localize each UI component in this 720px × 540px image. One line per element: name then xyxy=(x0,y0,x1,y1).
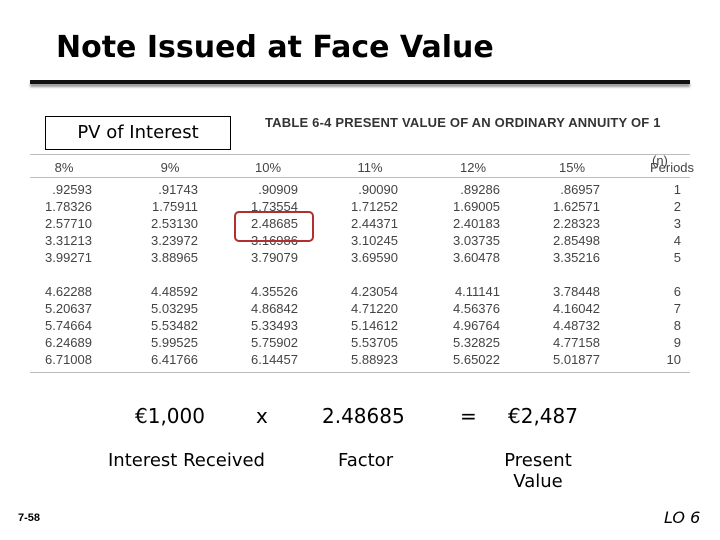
table-cell: 5.99525 xyxy=(151,335,198,350)
operator: = xyxy=(460,404,477,428)
table-cell: 2.40183 xyxy=(453,216,500,231)
table-cell: 3.99271 xyxy=(45,250,92,265)
title-rule xyxy=(30,80,690,84)
table-cell: .90909 xyxy=(258,182,298,197)
table-cell: 5.65022 xyxy=(453,352,500,367)
table-cell: 5.33493 xyxy=(251,318,298,333)
table-cell: 1.69005 xyxy=(453,199,500,214)
table-cell: 2.28323 xyxy=(553,216,600,231)
table-cell: 1.75911 xyxy=(151,199,198,214)
column-header: 10% xyxy=(254,160,282,175)
table-cell: 6 xyxy=(673,284,681,299)
table-cell: 4.48732 xyxy=(553,318,600,333)
table-cell: 3.78448 xyxy=(553,284,600,299)
table-cell: .86957 xyxy=(560,182,600,197)
table-cell: .91743 xyxy=(158,182,198,197)
slide-title: Note Issued at Face Value xyxy=(56,30,494,65)
table-cell: 2.53130 xyxy=(151,216,198,231)
table-cell: 5 xyxy=(673,250,681,265)
table-cell: 9 xyxy=(673,335,681,350)
table-cell: 4.62288 xyxy=(45,284,92,299)
table-cell: 4.56376 xyxy=(453,301,500,316)
table-cell: 4.96764 xyxy=(453,318,500,333)
table-cell: 6.41766 xyxy=(151,352,198,367)
slide-number: 7-58 xyxy=(18,512,41,524)
column-header: 12% xyxy=(459,160,487,175)
table-cell: 6.14457 xyxy=(251,352,298,367)
table-cell: 2 xyxy=(673,199,681,214)
table-cell: 1 xyxy=(673,182,681,197)
table-cell: 5.32825 xyxy=(453,335,500,350)
table-cell: 3.88965 xyxy=(151,250,198,265)
table-cell: 4.23054 xyxy=(351,284,398,299)
table-cell: 2.44371 xyxy=(351,216,398,231)
table-cell: 5.01877 xyxy=(553,352,600,367)
factor: 2.48685 xyxy=(322,404,405,428)
table-cell: 4.86842 xyxy=(251,301,298,316)
table-cell: .92593 xyxy=(52,182,92,197)
table-cell: 3.60478 xyxy=(453,250,500,265)
table-cell: 5.14612 xyxy=(351,318,398,333)
table-cell: 5.20637 xyxy=(45,301,92,316)
operator: x xyxy=(256,404,268,428)
table-cell: 5.75902 xyxy=(251,335,298,350)
table-rule xyxy=(30,372,690,373)
table-cell: 10 xyxy=(666,352,681,367)
table-cell: 3 xyxy=(673,216,681,231)
table-cell: 5.53705 xyxy=(351,335,398,350)
table-cell: .90090 xyxy=(358,182,398,197)
table-cell: 3.35216 xyxy=(553,250,600,265)
table-cell: 2.48685 xyxy=(251,216,298,231)
table-cell: 1.71252 xyxy=(351,199,398,214)
table-cell: 5.03295 xyxy=(151,301,198,316)
table-cell: 4.16042 xyxy=(553,301,600,316)
amount: €1,000 xyxy=(135,404,205,428)
table-cell: 7 xyxy=(673,301,681,316)
table-cell: 6.71008 xyxy=(45,352,92,367)
table-cell: 3.79079 xyxy=(251,250,298,265)
highlight-box xyxy=(234,211,314,242)
table-caption: TABLE 6-4 PRESENT VALUE OF AN ORDINARY A… xyxy=(265,115,661,130)
column-header: Periods xyxy=(649,160,695,175)
column-header: 9% xyxy=(160,160,180,175)
column-header: 15% xyxy=(558,160,586,175)
periods-symbol: (n) xyxy=(652,153,668,168)
table-cell: 6.24689 xyxy=(45,335,92,350)
column-header: 11% xyxy=(357,160,383,175)
callout-box: PV of Interest xyxy=(45,116,231,150)
learning-objective: LO 6 xyxy=(664,508,701,527)
table-cell: 5.88923 xyxy=(351,352,398,367)
table-cell: 2.85498 xyxy=(553,233,600,248)
table-cell: 3.31213 xyxy=(45,233,92,248)
table-cell: 8 xyxy=(673,318,681,333)
table-cell: 4.77158 xyxy=(553,335,600,350)
result-label: Present Value xyxy=(504,450,572,492)
factor-label: Factor xyxy=(338,450,394,471)
table-cell: 2.57710 xyxy=(45,216,92,231)
result: €2,487 xyxy=(508,404,578,428)
table-cell: 4.11141 xyxy=(454,284,500,299)
table-cell: 5.53482 xyxy=(151,318,198,333)
table-cell: 4 xyxy=(673,233,681,248)
table-rule xyxy=(30,154,690,155)
table-cell: 3.23972 xyxy=(151,233,198,248)
table-cell: 3.10245 xyxy=(351,233,398,248)
table-cell: 5.74664 xyxy=(45,318,92,333)
table-cell: 3.03735 xyxy=(453,233,500,248)
table-rule xyxy=(30,177,690,178)
table-cell: 4.71220 xyxy=(351,301,398,316)
amount-label: Interest Received xyxy=(108,450,265,471)
table-cell: 4.48592 xyxy=(151,284,198,299)
column-header: 8% xyxy=(54,160,74,175)
table-cell: .89286 xyxy=(460,182,500,197)
table-cell: 4.35526 xyxy=(251,284,298,299)
table-cell: 1.73554 xyxy=(251,199,298,214)
table-cell: 1.78326 xyxy=(45,199,92,214)
table-cell: 1.62571 xyxy=(553,199,600,214)
table-cell: 3.69590 xyxy=(351,250,398,265)
